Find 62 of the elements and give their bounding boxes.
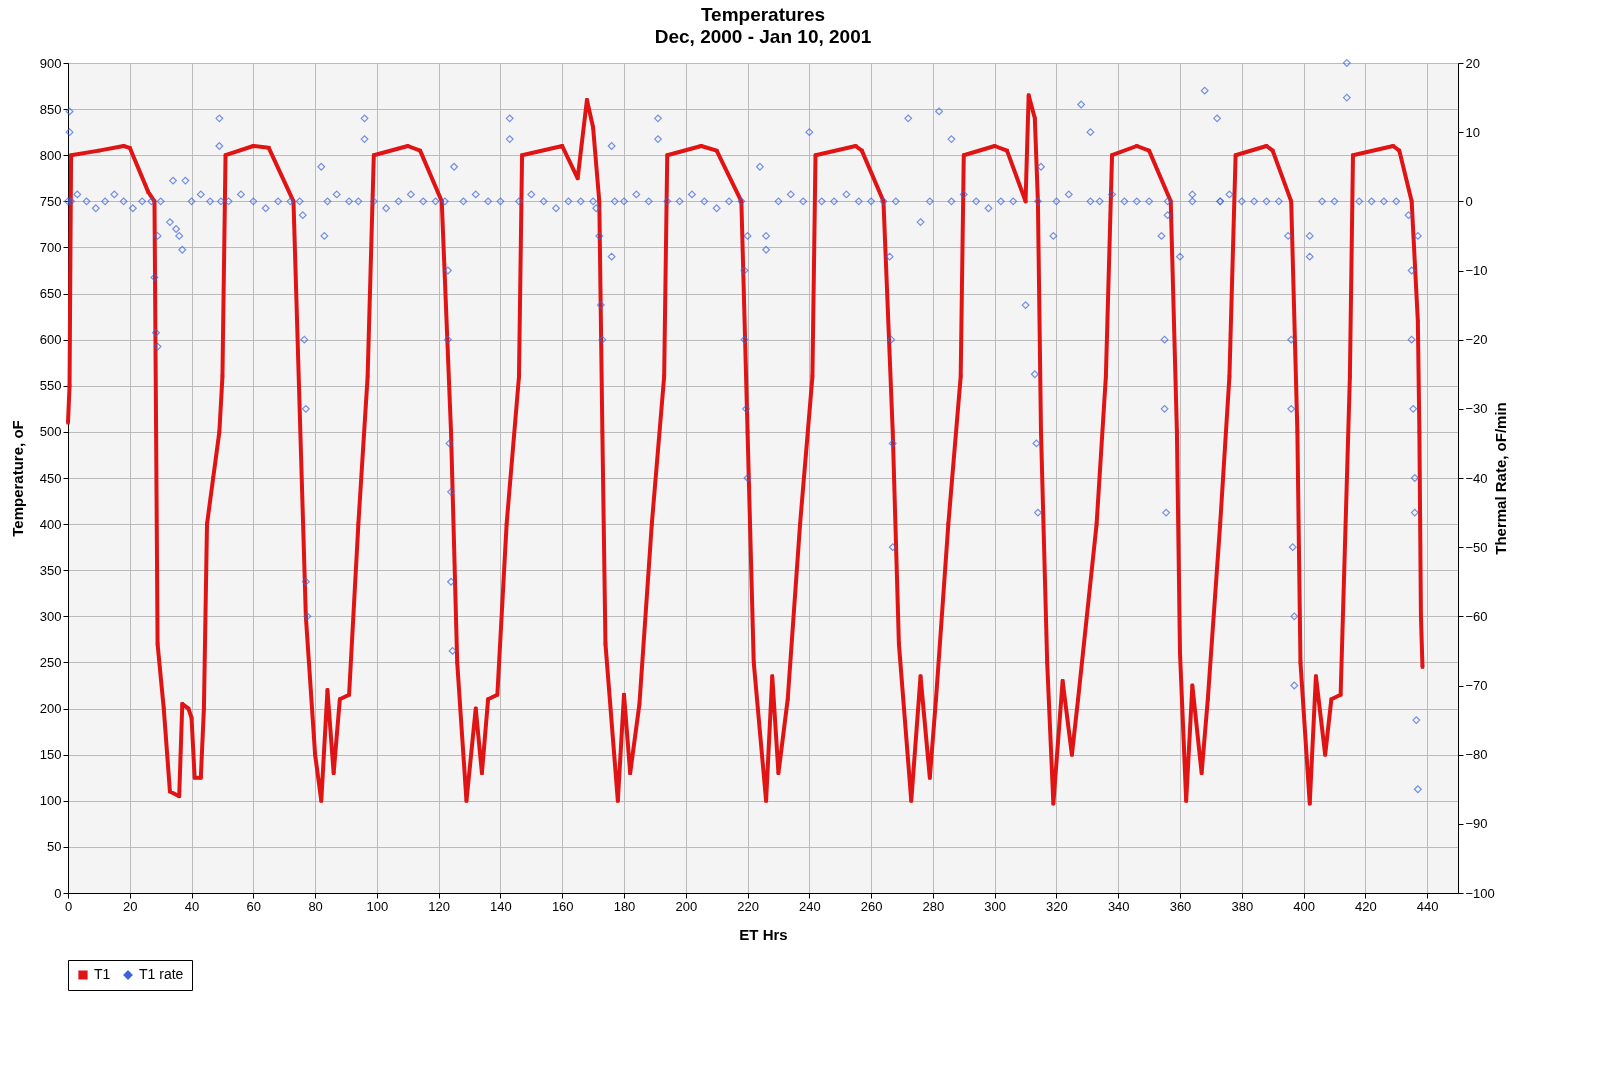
y2-tick-label: −60: [1465, 608, 1488, 624]
x-tick-label: 160: [551, 898, 574, 914]
y-tick-label: 300: [39, 608, 62, 624]
y-tick-label: 500: [39, 424, 62, 440]
x-tick-label: 240: [798, 898, 821, 914]
legend-label: T1: [94, 966, 111, 982]
x-tick-label: 280: [922, 898, 945, 914]
x-tick-label: 220: [737, 898, 759, 914]
y2-tick-label: −10: [1465, 263, 1488, 278]
y2-tick-label: −90: [1465, 816, 1488, 832]
x-tick-label: 40: [184, 898, 200, 914]
y-tick-label: 600: [39, 332, 62, 348]
x-tick-label: 140: [490, 898, 512, 914]
y-tick-label: 150: [39, 747, 62, 763]
x-tick-label: 440: [1416, 898, 1439, 914]
y2-tick-label: −80: [1465, 747, 1488, 763]
chart-title: Temperatures: [700, 4, 826, 25]
x-tick-label: 420: [1354, 898, 1377, 914]
x-tick-label: 260: [860, 898, 883, 914]
y-tick-label: 250: [39, 654, 62, 670]
y-tick-label: 700: [39, 239, 62, 255]
legend-label: T1 rate: [139, 966, 184, 982]
y-tick-label: 200: [39, 701, 62, 717]
y-tick-label: 650: [39, 286, 62, 302]
x-tick-label: 200: [675, 898, 698, 914]
y2-tick-label: −70: [1465, 678, 1488, 693]
y-tick-label: 50: [47, 839, 62, 855]
y2-tick-label: −100: [1465, 885, 1495, 901]
y-tick-label: 900: [39, 55, 62, 71]
x-tick-label: 380: [1231, 898, 1254, 914]
y-tick-label: 550: [39, 378, 62, 394]
y2-tick-label: 10: [1465, 124, 1480, 140]
y2-tick-label: −40: [1465, 470, 1488, 486]
x-tick-label: 300: [984, 898, 1007, 914]
y-tick-label: 750: [39, 193, 62, 209]
x-tick-label: 120: [428, 898, 451, 914]
y-tick-label: 400: [39, 516, 62, 532]
x-tick-label: 0: [64, 898, 73, 914]
y-tick-label: 100: [39, 793, 62, 809]
y-axis-title: Temperature, oF: [8, 420, 26, 537]
y2-tick-label: −20: [1465, 332, 1488, 348]
x-tick-label: 80: [308, 898, 323, 914]
x-tick-label: 100: [366, 898, 389, 914]
x-tick-label: 320: [1046, 898, 1068, 914]
chart-subtitle: Dec, 2000 - Jan 10, 2001: [654, 26, 872, 47]
y-tick-label: 800: [39, 147, 62, 163]
y2-axis-title: Thermal Rate, oF/min: [1491, 402, 1509, 555]
x-tick-label: 400: [1293, 898, 1315, 914]
x-tick-label: 20: [123, 898, 138, 914]
y2-tick-label: −50: [1465, 539, 1488, 555]
y-tick-label: 850: [39, 101, 62, 117]
x-tick-label: 180: [613, 898, 636, 914]
x-tick-label: 60: [246, 898, 262, 914]
y2-tick-label: 0: [1465, 193, 1473, 209]
y2-tick-label: −30: [1465, 401, 1488, 417]
y-tick-label: 450: [39, 470, 62, 486]
y-tick-label: 350: [39, 562, 62, 578]
y2-tick-label: 20: [1465, 55, 1480, 71]
x-axis-title: ET Hrs: [739, 925, 788, 943]
x-tick-label: 360: [1169, 898, 1192, 914]
x-tick-label: 340: [1107, 898, 1130, 914]
y-tick-label: 0: [54, 885, 62, 901]
